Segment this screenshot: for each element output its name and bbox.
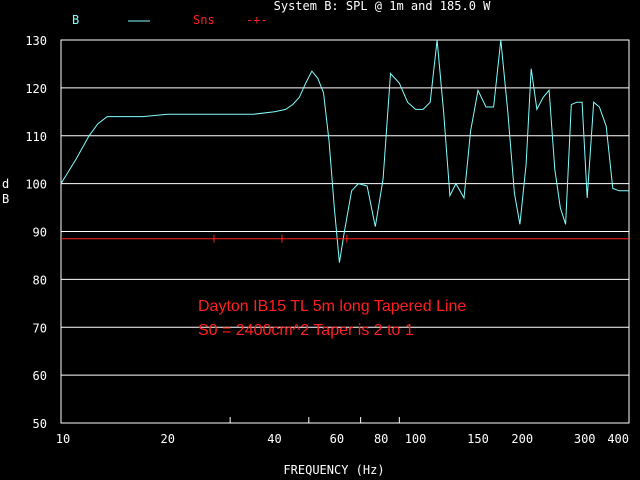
y-tick-label: 100	[25, 178, 47, 192]
y-tick-label: 130	[25, 34, 47, 48]
y-tick-label: 50	[33, 417, 47, 431]
chart-grid	[60, 39, 630, 424]
y-tick-label: 110	[25, 130, 47, 144]
x-tick-label: 100	[405, 432, 427, 446]
x-axis-label: FREQUENCY (Hz)	[283, 463, 384, 477]
x-tick-label: 10	[56, 432, 70, 446]
y-tick-label: 70	[33, 321, 47, 335]
x-tick-label: 60	[330, 432, 344, 446]
x-tick-label: 200	[511, 432, 533, 446]
y-tick-label: 90	[33, 226, 47, 240]
y-tick-label: 60	[33, 369, 47, 383]
x-tick-label: 80	[374, 432, 388, 446]
y-axis-label-d: d	[2, 177, 9, 191]
legend-sns-marker: -+-	[246, 13, 268, 27]
tick-labels: 50 60 70 80 90 100 110 120 130 10 20 40 60 80 100 150 20…	[25, 34, 629, 446]
x-tick-label: 40	[267, 432, 281, 446]
y-tick-label: 120	[25, 82, 47, 96]
x-tick-label: 20	[161, 432, 175, 446]
x-tick-label: 300	[574, 432, 596, 446]
annotation-line-1: Dayton IB15 TL 5m long Tapered Line	[198, 298, 466, 315]
legend-b-label: B	[72, 13, 79, 27]
y-axis-label-b: B	[2, 192, 9, 206]
annotation-line-2: S0 = 2400cm^2 Taper is 2 to 1	[198, 322, 414, 339]
chart-series	[60, 39, 629, 263]
chart-title: System B: SPL @ 1m and 185.0 W	[274, 0, 492, 13]
series-b-line	[60, 39, 629, 263]
legend-sns-label: Sns	[193, 13, 215, 27]
x-tick-label: 400	[607, 432, 629, 446]
x-tick-label: 150	[467, 432, 489, 446]
y-tick-label: 80	[33, 273, 47, 287]
